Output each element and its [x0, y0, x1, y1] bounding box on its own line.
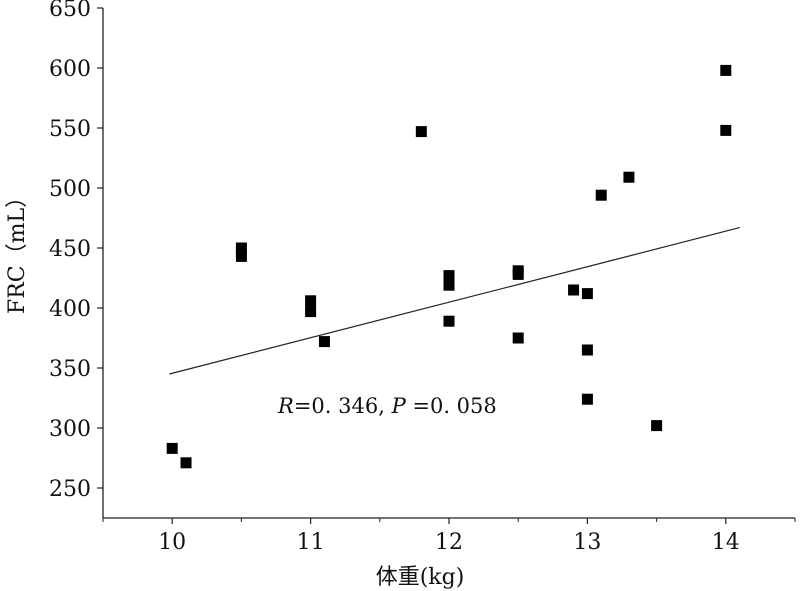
y-tick-label: 550 — [49, 117, 91, 142]
data-point — [318, 336, 330, 348]
data-point — [651, 420, 663, 432]
y-tick-label: 650 — [49, 0, 91, 22]
x-tick-label: 10 — [158, 530, 186, 555]
y-tick-label: 600 — [49, 57, 91, 82]
data-point — [595, 189, 607, 201]
y-tick-label: 300 — [49, 417, 91, 442]
data-point — [166, 442, 178, 454]
x-tick-label: 12 — [435, 530, 463, 555]
data-point — [720, 64, 732, 76]
axes — [102, 8, 795, 519]
y-tick-label: 400 — [49, 297, 91, 322]
p-value: =0. 058 — [406, 394, 497, 418]
p-label: P — [391, 394, 407, 418]
data-points — [166, 64, 732, 469]
y-tick-label: 500 — [49, 177, 91, 202]
trend-line — [169, 227, 740, 375]
x-tick-label: 14 — [712, 530, 740, 555]
data-point — [443, 279, 455, 291]
data-point — [443, 315, 455, 327]
y-axis-title: FRC（mL） — [5, 186, 30, 314]
x-axis-title: 体重(kg) — [376, 565, 465, 590]
data-point — [581, 344, 593, 356]
correlation-annotation: R=0. 346, P =0. 058 — [277, 394, 497, 418]
y-tick-label: 350 — [49, 357, 91, 382]
data-point — [720, 124, 732, 136]
data-point — [305, 295, 317, 307]
data-point — [568, 284, 580, 296]
data-point — [623, 171, 635, 183]
data-point — [235, 242, 247, 254]
x-tick-label: 11 — [297, 530, 325, 555]
data-point — [235, 250, 247, 262]
r-label: R — [277, 394, 294, 418]
data-point — [512, 332, 524, 344]
data-point — [581, 288, 593, 300]
data-point — [443, 270, 455, 282]
x-tick-label: 13 — [573, 530, 601, 555]
data-point — [512, 268, 524, 280]
data-point — [415, 126, 427, 138]
y-axis-ticks: 250 300 350 400 450 500 550 600 650 — [49, 0, 103, 502]
data-point — [180, 457, 192, 469]
y-tick-label: 450 — [49, 237, 91, 262]
data-point — [581, 393, 593, 405]
data-point — [305, 306, 317, 318]
x-axis-ticks: 10 11 12 13 14 — [102, 518, 796, 555]
y-tick-label: 250 — [49, 477, 91, 502]
r-value: =0. 346, — [294, 394, 392, 418]
